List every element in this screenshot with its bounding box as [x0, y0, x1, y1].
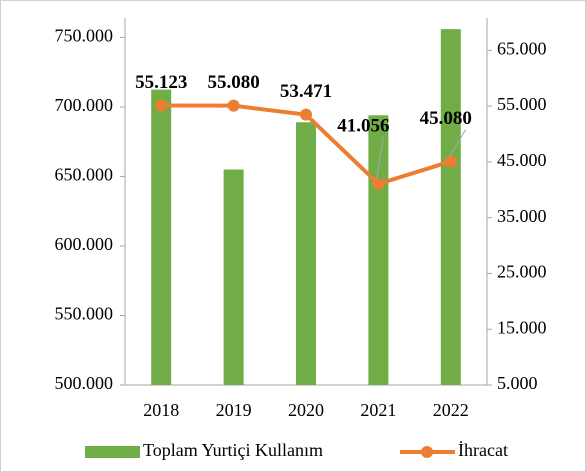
y-tick-label: 500.000 [55, 373, 114, 393]
y-tick-label: 550.000 [55, 304, 114, 324]
bar [440, 29, 461, 385]
label-leader [448, 129, 467, 158]
y2-tick-label: 65.000 [497, 38, 547, 58]
data-label: 41.056 [337, 115, 389, 136]
y-tick-label: 750.000 [55, 26, 114, 46]
y-tick-label: 700.000 [55, 95, 114, 115]
legend-swatch [85, 446, 140, 458]
legend-label: İhracat [458, 440, 508, 460]
y-tick-label: 650.000 [55, 165, 114, 185]
line-marker [372, 177, 385, 190]
legend-swatch [421, 446, 433, 458]
line-marker [444, 155, 457, 168]
x-tick-label: 2021 [360, 400, 396, 420]
y-tick-label: 600.000 [55, 234, 114, 254]
label-leader [375, 136, 384, 180]
data-label: 45.080 [420, 108, 472, 129]
x-tick-label: 2018 [143, 400, 179, 420]
x-tick-label: 2019 [216, 400, 252, 420]
data-label: 55.123 [135, 72, 187, 93]
x-tick-label: 2020 [288, 400, 324, 420]
bar [151, 89, 172, 385]
x-tick-label: 2022 [433, 400, 469, 420]
y2-tick-label: 35.000 [497, 206, 547, 226]
data-label: 53.471 [280, 81, 332, 102]
y2-tick-label: 55.000 [497, 94, 547, 114]
y2-tick-label: 25.000 [497, 262, 547, 282]
y2-tick-label: 45.000 [497, 150, 547, 170]
data-label: 55.080 [207, 72, 259, 93]
bar [223, 169, 244, 385]
legend-label: Toplam Yurtiçi Kullanım [143, 440, 323, 460]
y2-tick-label: 15.000 [497, 317, 547, 337]
line-marker [300, 108, 312, 121]
line-marker [227, 99, 240, 112]
y2-tick-label: 5.000 [497, 373, 538, 393]
bar [296, 122, 316, 386]
bar [368, 115, 389, 385]
line-marker [155, 99, 168, 112]
